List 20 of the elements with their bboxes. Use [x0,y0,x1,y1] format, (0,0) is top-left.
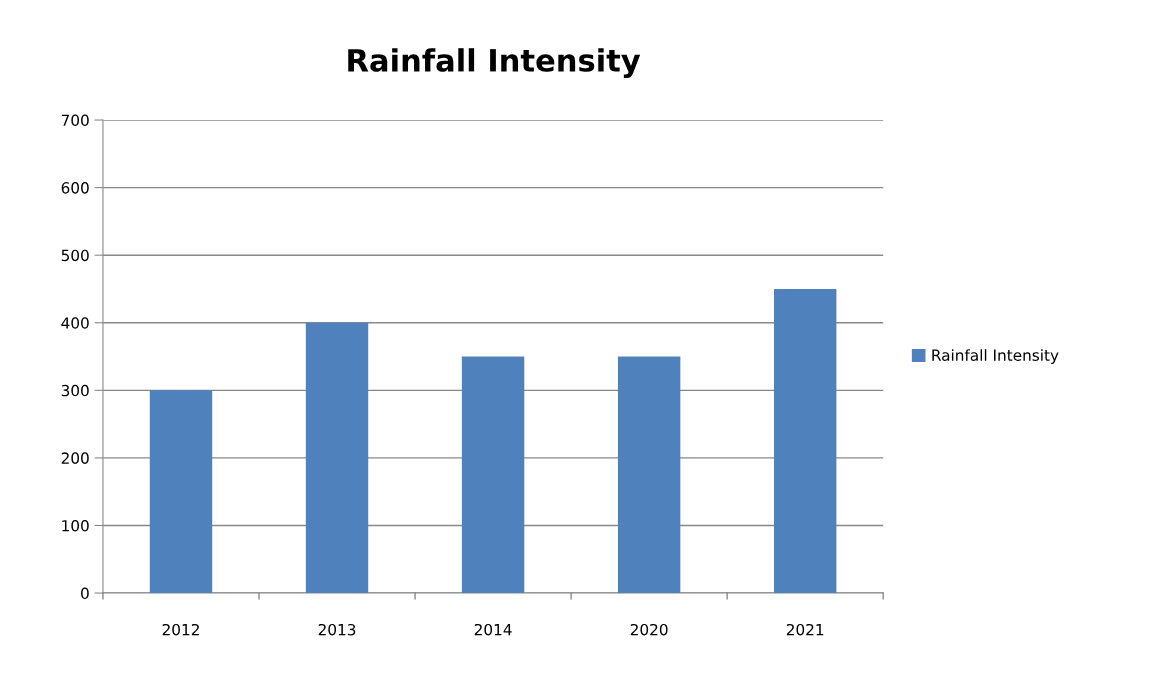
legend-label: Rainfall Intensity [932,349,1059,364]
chart-title: Rainfall Intensity [348,48,641,79]
y-tick-label: 200 [61,452,89,464]
bar [461,356,525,594]
y-tick-label: 0 [81,587,89,600]
y-tick-label: 300 [61,384,89,397]
bar [305,322,369,594]
x-tick-label: 2013 [318,623,356,636]
x-tick-label: 2021 [786,623,824,636]
y-tick-label: 400 [61,317,89,329]
bar [773,288,837,594]
y-tick-label: 100 [62,519,89,532]
y-tick-label: 600 [61,182,89,194]
x-tick-label: 2020 [630,623,668,636]
bar [149,390,213,594]
bar [617,356,681,594]
x-tick-label: 2012 [162,623,199,636]
y-tick-label: 500 [61,249,89,262]
y-tick-label: 700 [61,114,89,127]
x-tick-label: 2014 [474,623,512,636]
